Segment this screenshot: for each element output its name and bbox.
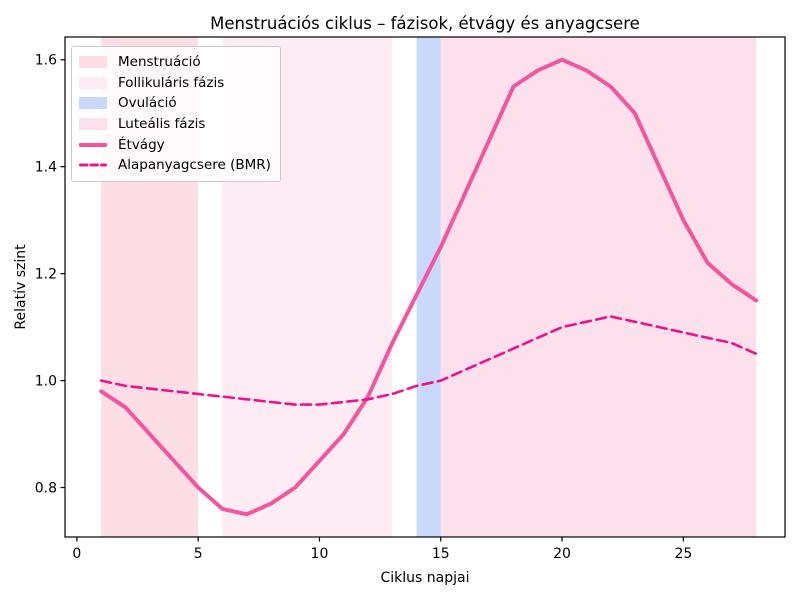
- y-tick-label: 1.4: [35, 159, 57, 175]
- y-tick-label: 0.8: [35, 480, 57, 496]
- y-tick-label: 1.0: [35, 373, 57, 389]
- legend-item-3: Ovuláció: [79, 93, 271, 114]
- axes-frame: [64, 36, 786, 538]
- legend-label: Étvágy: [118, 136, 165, 153]
- phase-band-4: [440, 37, 757, 537]
- legend-dashed-line-swatch: [79, 158, 107, 172]
- legend-patch-swatch: [79, 76, 107, 89]
- x-tick-label: 5: [194, 546, 203, 562]
- x-tick-label: 0: [72, 546, 81, 562]
- series-line-1: [99, 57, 759, 517]
- legend-label: Follikuláris fázis: [118, 74, 225, 91]
- legend-item-6: Alapanyagcsere (BMR): [79, 155, 271, 176]
- legend-label: Luteális fázis: [118, 116, 206, 133]
- x-tick-label: 25: [674, 546, 692, 562]
- x-axis-label: Ciklus napjai: [380, 570, 470, 586]
- legend-patch-swatch: [79, 118, 107, 131]
- legend-item-5: Étvágy: [79, 134, 271, 155]
- legend-item-1: Menstruáció: [79, 52, 271, 73]
- series-line-2: [99, 315, 758, 406]
- y-tick-label: 1.2: [35, 266, 57, 282]
- legend-patch-swatch: [79, 56, 107, 69]
- x-tick-label: 10: [311, 546, 329, 562]
- legend-label: Menstruáció: [118, 54, 201, 71]
- chart-title: Menstruációs ciklus – fázisok, étvágy és…: [210, 14, 640, 33]
- legend: Menstruáció Follikuláris fázis Ovuláció Lut…: [71, 46, 281, 182]
- legend-item-2: Follikuláris fázis: [79, 73, 271, 94]
- y-tick-label: 1.6: [35, 53, 57, 69]
- legend-patch-swatch: [79, 97, 107, 110]
- x-tick-label: 20: [553, 546, 571, 562]
- legend-solid-line-swatch: [79, 138, 107, 152]
- legend-label: Ovuláció: [118, 95, 177, 112]
- legend-label: Alapanyagcsere (BMR): [118, 157, 271, 174]
- x-tick-label: 15: [432, 546, 450, 562]
- legend-item-4: Luteális fázis: [79, 114, 271, 135]
- y-axis-label: Relatív szint: [13, 244, 29, 330]
